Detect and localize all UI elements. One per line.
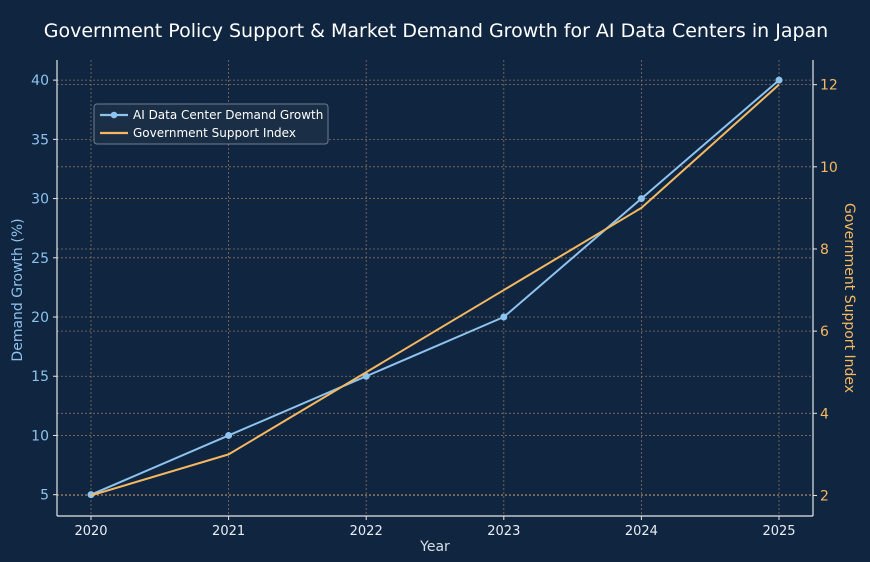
series-line-demand <box>90 79 780 496</box>
axes <box>53 60 817 520</box>
grid-lines <box>57 60 813 516</box>
data-point-demand <box>775 76 783 84</box>
y-right-tick-label: 6 <box>820 324 829 340</box>
data-point-demand <box>225 431 233 439</box>
y-right-tick-label: 4 <box>820 406 829 422</box>
x-tick-label: 2021 <box>212 524 245 539</box>
y-right-tick-label: 10 <box>820 160 838 176</box>
legend: AI Data Center Demand Growth Government … <box>93 103 329 145</box>
x-tick-label: 2022 <box>350 524 383 539</box>
y-right-tick-label: 8 <box>820 242 829 258</box>
y-left-tick-label: 20 <box>31 310 49 326</box>
series-lines <box>87 76 783 499</box>
legend-box <box>93 103 329 145</box>
data-point-demand <box>362 372 370 380</box>
y-right-tick-label: 12 <box>820 78 838 94</box>
x-tick-label: 2024 <box>625 524 658 539</box>
x-tick-label: 2023 <box>487 524 520 539</box>
legend-marker-demand <box>110 111 118 119</box>
y-right-tick-label: 2 <box>820 488 829 504</box>
y-left-tick-label: 10 <box>31 428 49 444</box>
x-tick-label: 2025 <box>762 524 795 539</box>
x-tick-label: 2020 <box>74 524 107 539</box>
y-left-tick-label: 40 <box>31 73 49 89</box>
tick-labels: 2020 2021 2022 2023 2024 20255101520253035402… <box>31 73 838 539</box>
legend-label-demand: AI Data Center Demand Growth <box>133 108 323 122</box>
x-axis-label: Year <box>419 539 450 555</box>
chart-title: Government Policy Support & Market Deman… <box>44 20 828 42</box>
y-left-tick-label: 15 <box>31 369 49 385</box>
y-left-tick-label: 35 <box>31 132 49 148</box>
y-axis-left-label: Demand Growth (%) <box>10 218 26 361</box>
legend-label-support: Government Support Index <box>133 126 296 140</box>
data-point-demand <box>637 195 645 203</box>
y-axis-right-label: Government Support Index <box>841 203 857 393</box>
series-line-support <box>90 83 780 497</box>
y-left-tick-label: 30 <box>31 192 49 208</box>
y-left-tick-label: 5 <box>40 488 49 504</box>
data-point-demand <box>500 313 508 321</box>
y-left-tick-label: 25 <box>31 251 49 267</box>
